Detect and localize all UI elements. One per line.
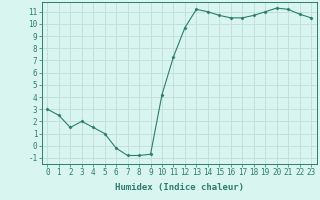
- X-axis label: Humidex (Indice chaleur): Humidex (Indice chaleur): [115, 183, 244, 192]
